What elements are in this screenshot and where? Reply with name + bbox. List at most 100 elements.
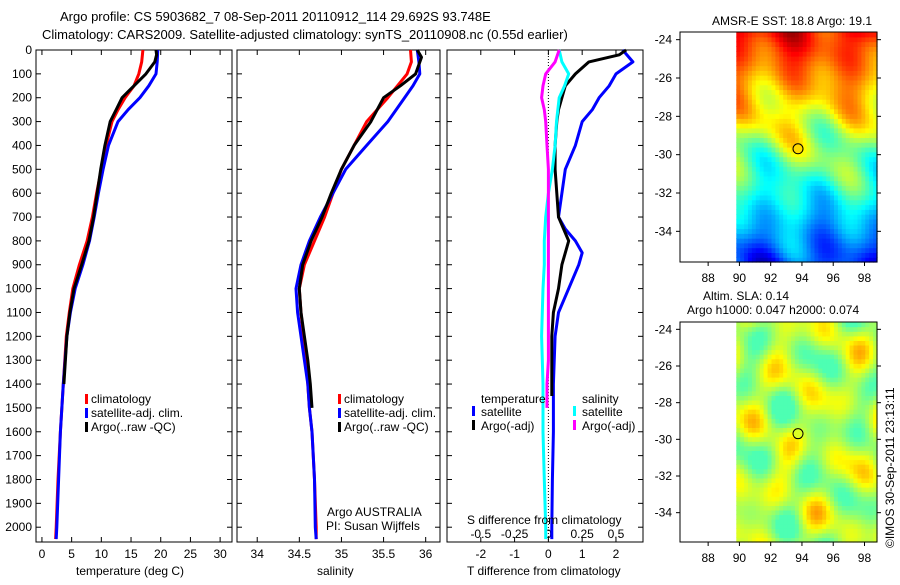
legend-header-temperature: temperature: [481, 392, 546, 406]
title-line-1: Argo profile: CS 5903682_7 08-Sep-2011 2…: [60, 9, 491, 24]
s-tick-label: -0.5: [470, 527, 491, 541]
x-tick-label: 2: [613, 547, 620, 561]
plot-frame: [35, 49, 233, 543]
sst-map-title: AMSR-E SST: 18.8 Argo: 19.1: [712, 14, 872, 28]
salinity-xlabel: salinity: [317, 564, 354, 578]
float-operator: Argo AUSTRALIA: [327, 505, 422, 519]
x-tick-label: 20: [154, 547, 168, 561]
s-tick-label: 0.5: [608, 527, 625, 541]
x-tick-label: 30: [213, 547, 227, 561]
y-tick-label: 1400: [5, 377, 32, 391]
x-tick-label: 34: [251, 547, 265, 561]
s-difference-xlabel: S difference from climatology: [467, 513, 622, 527]
lon-tick-label: 88: [701, 551, 715, 565]
legend-swatch-t-satellite: [472, 406, 475, 416]
y-tick-label: 700: [12, 210, 32, 224]
y-tick-label: 300: [12, 115, 32, 129]
t-difference-xlabel: T difference from climatology: [467, 564, 621, 578]
lon-tick-label: 90: [733, 551, 747, 565]
lat-tick-label: -26: [655, 359, 673, 373]
lat-tick-label: -28: [655, 396, 673, 410]
y-tick-label: 0: [25, 43, 32, 57]
lat-tick-label: -32: [655, 469, 673, 483]
legend-label-t-satellite: satellite: [481, 405, 522, 419]
y-tick-label: 1100: [6, 305, 32, 319]
sla-map-title: Altim. SLA: 0.14: [703, 289, 789, 303]
y-tick-label: 1000: [5, 282, 32, 296]
temperature-legend: climatology satellite-adj. clim. Argo(..…: [85, 392, 183, 434]
sla-map-subtitle: Argo h1000: 0.047 h2000: 0.074: [687, 303, 859, 317]
temperature-panel: 0 5 10 15 20 25 300100200300400500600700800900…: [5, 43, 233, 561]
y-tick-label: 1500: [5, 401, 32, 415]
argo-position-marker: [792, 143, 804, 155]
legend-label-s-satellite: satellite: [582, 405, 623, 419]
series-argo-raw-qc: [62, 49, 159, 385]
x-tick-label: 0: [39, 547, 46, 561]
series-temperature-argo-adj: [550, 48, 627, 396]
y-tick-label: 600: [12, 186, 32, 200]
principal-investigator: PI: Susan Wijffels: [326, 519, 420, 533]
legend-label-satellite: satellite-adj. clim.: [344, 406, 436, 420]
temperature-xlabel: temperature (deg C): [76, 564, 184, 578]
title-line-2: Climatology: CARS2009. Satellite-adjuste…: [42, 27, 568, 42]
legend-label-s-argo: Argo(-adj): [582, 419, 635, 433]
s-tick-label: -0.25: [501, 527, 529, 541]
y-tick-label: 1600: [5, 425, 32, 439]
x-tick-label: -2: [475, 547, 486, 561]
y-tick-label: 900: [12, 258, 32, 272]
sla-map-panel: 88 90 92 94 96 98 -24 -26 -28 -30 -32 -34: [655, 321, 881, 565]
lon-tick-label: 88: [701, 271, 715, 285]
x-tick-label: 15: [124, 547, 138, 561]
x-tick-label: 34.5: [288, 547, 312, 561]
legend-label-climatology: climatology: [344, 392, 404, 406]
salinity-panel: 34 34.5 35 35.5 36: [236, 49, 441, 561]
lat-tick-label: -24: [655, 33, 673, 47]
lon-tick-label: 92: [764, 271, 778, 285]
series-salinity-satellite: [540, 49, 571, 540]
y-tick-label: 1800: [5, 472, 32, 486]
x-tick-label: 25: [184, 547, 198, 561]
legend-header-salinity: salinity: [582, 392, 619, 406]
lat-tick-label: -24: [655, 322, 673, 336]
map-field: [736, 32, 878, 263]
legend-label-argo: Argo(..raw -QC): [91, 420, 176, 434]
x-tick-label: 10: [95, 547, 109, 561]
lat-tick-label: -26: [655, 71, 673, 85]
y-tick-label: 1200: [5, 329, 32, 343]
legend-label-t-argo: Argo(-adj): [481, 419, 534, 433]
map-frame: [679, 321, 878, 543]
lon-tick-label: 92: [764, 551, 778, 565]
legend-swatch-climatology: [85, 394, 88, 404]
x-tick-label: 36: [419, 547, 433, 561]
series-argo-raw-qc: [297, 49, 423, 409]
s-tick-label: 0: [545, 527, 552, 541]
series-salinity-argo-adj: [540, 49, 561, 408]
lat-tick-label: -34: [655, 224, 673, 238]
lon-tick-label: 94: [795, 271, 809, 285]
legend-swatch-s-satellite: [573, 406, 576, 416]
legend-swatch-satellite: [338, 408, 341, 418]
y-tick-label: 100: [12, 67, 32, 81]
legend-label-satellite: satellite-adj. clim.: [91, 406, 183, 420]
legend-label-argo: Argo(..raw -QC): [344, 420, 429, 434]
y-tick-label: 400: [12, 138, 32, 152]
legend-swatch-t-argo: [472, 420, 475, 430]
lat-tick-label: -30: [655, 432, 673, 446]
legend-swatch-climatology: [338, 394, 341, 404]
legend-swatch-argo: [85, 422, 88, 432]
x-tick-label: 5: [68, 547, 75, 561]
x-tick-label: 1: [579, 547, 586, 561]
imos-credit: ©IMOS 30-Sep-2011 23:13:11: [883, 387, 897, 548]
series-temperature-satellite: [550, 49, 635, 540]
lon-tick-label: 90: [733, 271, 747, 285]
lat-tick-label: -34: [655, 506, 673, 520]
lat-tick-label: -28: [655, 109, 673, 123]
x-tick-label: 0: [545, 547, 552, 561]
lon-tick-label: 98: [858, 551, 872, 565]
lon-tick-label: 94: [795, 551, 809, 565]
lat-tick-label: -32: [655, 186, 673, 200]
legend-label-climatology: climatology: [91, 392, 151, 406]
lon-tick-label: 96: [827, 551, 841, 565]
x-tick-label: 35: [335, 547, 349, 561]
